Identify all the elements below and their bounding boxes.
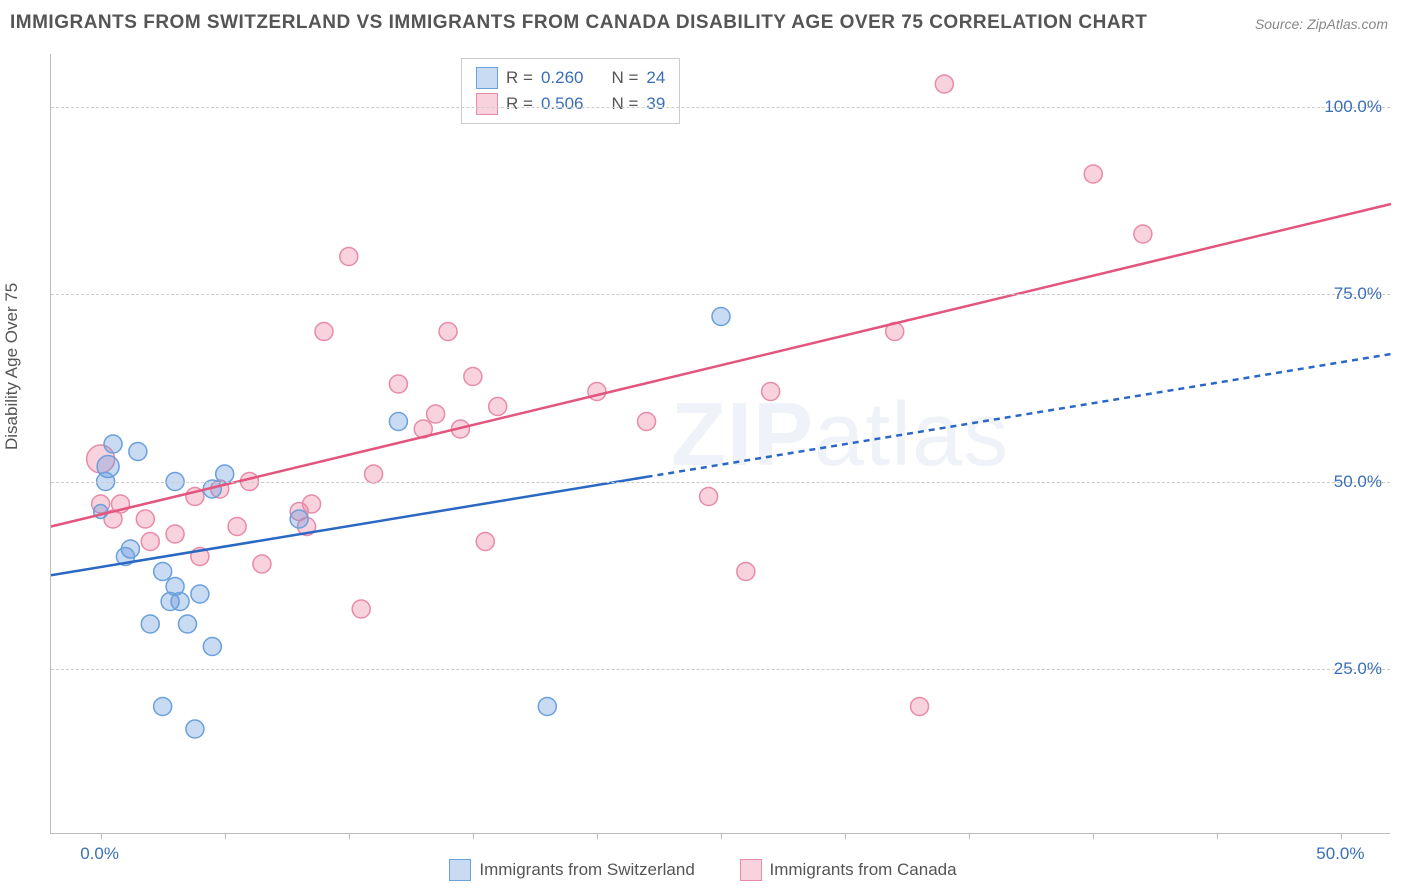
scatter-point [129, 443, 147, 461]
legend-n-label: N = [611, 65, 638, 91]
scatter-point [253, 555, 271, 573]
scatter-point [352, 600, 370, 618]
scatter-point [136, 510, 154, 528]
legend-n-label: N = [611, 91, 638, 117]
scatter-point [166, 525, 184, 543]
scatter-point [290, 510, 308, 528]
x-tick [473, 833, 474, 839]
legend-n-value: 39 [646, 91, 665, 117]
legend-item: Immigrants from Switzerland [449, 859, 694, 881]
x-tick-label: 0.0% [80, 844, 119, 864]
scatter-point [171, 593, 189, 611]
legend-n-value: 24 [646, 65, 665, 91]
scatter-point [538, 698, 556, 716]
swatch-icon [476, 93, 498, 115]
scatter-point [186, 720, 204, 738]
bottom-legend: Immigrants from Switzerland Immigrants f… [0, 859, 1406, 886]
x-tick [101, 833, 102, 839]
scatter-point [104, 435, 122, 453]
legend-label: Immigrants from Switzerland [479, 860, 694, 880]
scatter-point [315, 323, 333, 341]
correlation-legend: R = 0.260 N = 24 R = 0.506 N = 39 [461, 58, 680, 124]
chart-title: IMMIGRANTS FROM SWITZERLAND VS IMMIGRANT… [10, 12, 1147, 34]
legend-r-label: R = [506, 65, 533, 91]
x-tick [225, 833, 226, 839]
swatch-icon [476, 67, 498, 89]
legend-row: R = 0.260 N = 24 [476, 65, 665, 91]
trend-line-dashed [647, 354, 1391, 477]
y-axis-label: Disability Age Over 75 [2, 283, 22, 450]
scatter-point [154, 698, 172, 716]
gridline [51, 294, 1390, 295]
scatter-point [389, 413, 407, 431]
plot-area: ZIPatlas R = 0.260 N = 24 R = 0.506 N = … [50, 54, 1390, 834]
gridline [51, 669, 1390, 670]
scatter-point [762, 383, 780, 401]
x-tick [349, 833, 350, 839]
scatter-point [191, 585, 209, 603]
x-tick [721, 833, 722, 839]
scatter-point [439, 323, 457, 341]
swatch-icon [740, 859, 762, 881]
scatter-point [476, 533, 494, 551]
legend-r-label: R = [506, 91, 533, 117]
legend-item: Immigrants from Canada [740, 859, 957, 881]
x-tick [597, 833, 598, 839]
scatter-point [935, 75, 953, 93]
scatter-point [203, 638, 221, 656]
scatter-point [911, 698, 929, 716]
scatter-point [303, 495, 321, 513]
plot-svg [51, 54, 1390, 833]
gridline [51, 482, 1390, 483]
x-tick [1093, 833, 1094, 839]
y-tick-label: 100.0% [1324, 97, 1382, 117]
swatch-icon [449, 859, 471, 881]
legend-r-value: 0.260 [541, 65, 584, 91]
scatter-point [700, 488, 718, 506]
scatter-point [340, 248, 358, 266]
scatter-point [427, 405, 445, 423]
scatter-point [178, 615, 196, 633]
scatter-point [737, 563, 755, 581]
x-tick-label: 50.0% [1316, 844, 1364, 864]
scatter-point [389, 375, 407, 393]
scatter-point [638, 413, 656, 431]
scatter-point [1084, 165, 1102, 183]
legend-row: R = 0.506 N = 39 [476, 91, 665, 117]
scatter-point [141, 615, 159, 633]
x-tick [969, 833, 970, 839]
x-tick [1217, 833, 1218, 839]
scatter-point [365, 465, 383, 483]
scatter-point [141, 533, 159, 551]
y-tick-label: 50.0% [1334, 472, 1382, 492]
scatter-point [216, 465, 234, 483]
legend-label: Immigrants from Canada [770, 860, 957, 880]
gridline [51, 107, 1390, 108]
x-tick [845, 833, 846, 839]
x-tick [1341, 833, 1342, 839]
scatter-point [1134, 225, 1152, 243]
legend-r-value: 0.506 [541, 91, 584, 117]
y-tick-label: 25.0% [1334, 659, 1382, 679]
scatter-point [154, 563, 172, 581]
scatter-point [228, 518, 246, 536]
scatter-point [489, 398, 507, 416]
scatter-point [464, 368, 482, 386]
source-credit: Source: ZipAtlas.com [1255, 16, 1388, 32]
y-tick-label: 75.0% [1334, 284, 1382, 304]
trend-line [51, 204, 1391, 527]
scatter-point [712, 308, 730, 326]
